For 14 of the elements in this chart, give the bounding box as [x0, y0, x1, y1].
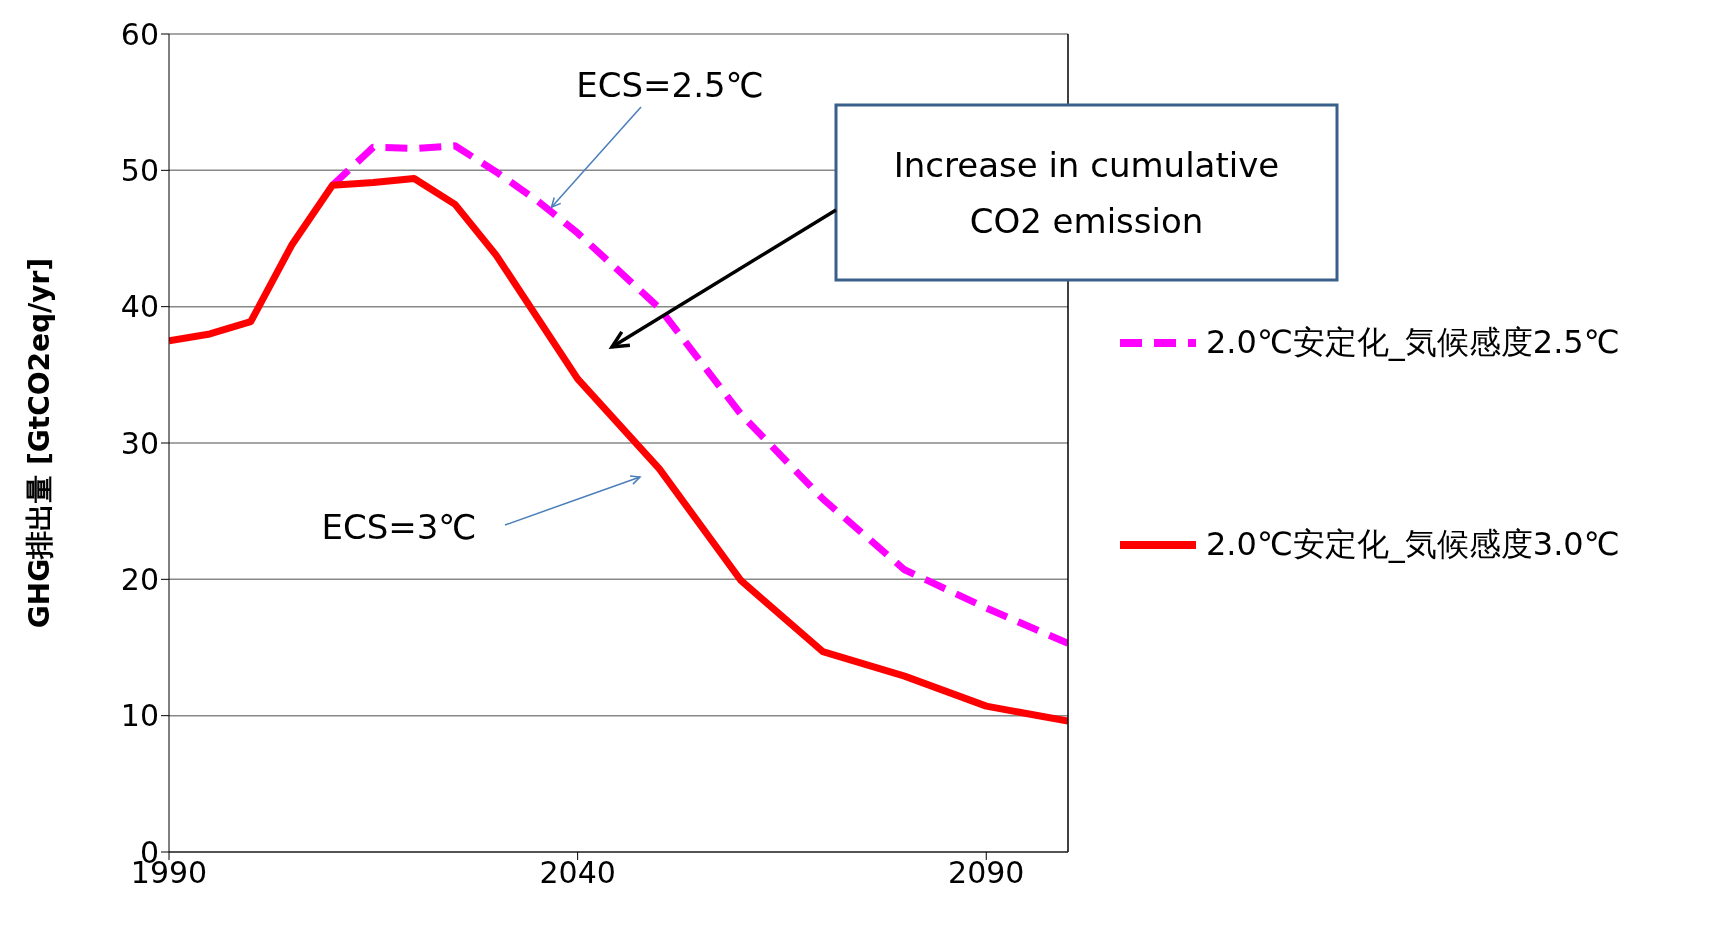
- y-tick-label: 50: [120, 152, 159, 188]
- legend-label: 2.0℃安定化_気候感度2.5℃: [1206, 322, 1620, 363]
- y-tick-label: 10: [120, 698, 159, 734]
- annotation: Increase in cumulative CO2 emission: [892, 143, 1281, 243]
- annotation: ECS=3℃: [321, 507, 477, 547]
- y-tick-label: 40: [120, 289, 159, 325]
- y-tick-label: 30: [120, 425, 159, 461]
- x-tick-label: 2040: [539, 855, 616, 891]
- x-tick-label: 2090: [948, 855, 1025, 891]
- annotation: ECS=2.5℃: [576, 65, 764, 105]
- y-tick-label: 20: [120, 561, 159, 597]
- y-tick-label: 60: [120, 16, 159, 52]
- y-axis-title: GHG排出量 [GtCO2eq/yr]: [22, 257, 56, 629]
- legend-label: 2.0℃安定化_気候感度3.0℃: [1206, 524, 1620, 565]
